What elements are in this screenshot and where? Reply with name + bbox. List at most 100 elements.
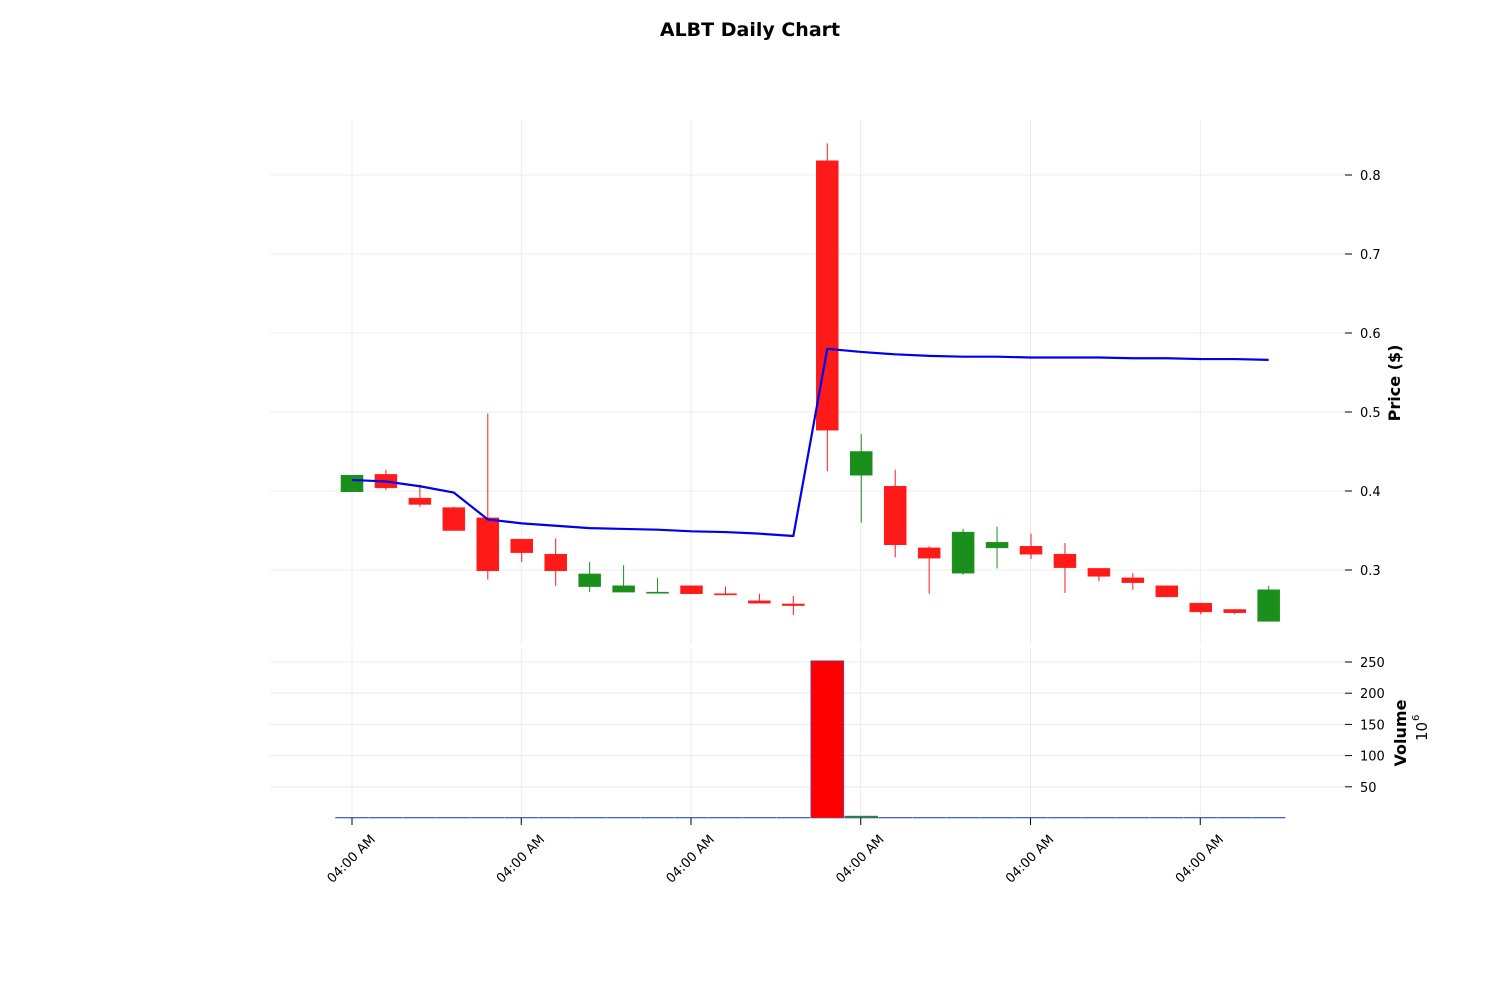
candle xyxy=(510,538,533,563)
price-tick-label: 0.8 xyxy=(1360,169,1381,184)
volume-bar xyxy=(946,817,980,819)
volume-grid xyxy=(270,661,1345,788)
volume-tick-label: 50 xyxy=(1360,781,1377,796)
candle-body xyxy=(578,573,601,587)
candle xyxy=(1155,585,1179,598)
candle xyxy=(476,413,500,580)
candle xyxy=(544,538,567,586)
candle xyxy=(612,565,635,593)
candle-body xyxy=(1189,602,1212,613)
volume-bar xyxy=(708,817,743,819)
volume-bar xyxy=(504,817,539,819)
candle xyxy=(1053,543,1077,593)
volume-bar xyxy=(1183,817,1218,819)
candle xyxy=(646,577,669,594)
candle-body xyxy=(816,160,839,431)
candle-body xyxy=(951,531,975,574)
volume-bar xyxy=(674,817,709,819)
price-tick-label: 0.4 xyxy=(1360,485,1381,500)
volume-bar xyxy=(470,817,505,819)
volume-bar xyxy=(1048,817,1082,819)
candle xyxy=(714,586,737,596)
volume-bar xyxy=(437,817,471,819)
candle-body xyxy=(1155,585,1179,598)
volume-bar xyxy=(810,660,845,819)
candle xyxy=(951,528,975,575)
volume-bar xyxy=(1082,817,1116,819)
candle-body xyxy=(1019,546,1043,555)
x-tick-label: 04:00 AM xyxy=(325,832,379,886)
candle-body xyxy=(1121,577,1145,583)
candle xyxy=(883,469,907,558)
volume-bar xyxy=(1150,817,1184,819)
volume-bar xyxy=(335,817,369,819)
volume-axis-title: Volume xyxy=(1391,699,1410,766)
volume-bar xyxy=(878,817,913,819)
volume-bar xyxy=(1116,817,1150,819)
candle xyxy=(850,434,873,523)
candle xyxy=(1087,568,1111,582)
candle-body xyxy=(782,603,805,606)
volume-bar xyxy=(1014,817,1048,819)
candle-body xyxy=(442,507,466,531)
volume-bar xyxy=(606,817,641,819)
candle-body xyxy=(883,486,907,545)
price-tick-label: 0.7 xyxy=(1360,248,1381,263)
x-tick-label: 04:00 AM xyxy=(1173,832,1227,886)
x-tick-label: 04:00 AM xyxy=(494,832,548,886)
price-y-axis: 0.3 0.4 0.5 0.6 0.7 0.8 xyxy=(1345,169,1381,579)
candle xyxy=(442,506,466,531)
candle-body xyxy=(917,547,941,559)
candle xyxy=(408,484,432,507)
volume-bar xyxy=(742,817,777,819)
candle xyxy=(1121,573,1145,590)
candle xyxy=(917,546,941,594)
candle xyxy=(1189,602,1212,615)
candle-body xyxy=(1053,553,1077,568)
volume-bar xyxy=(572,817,607,819)
x-tick-label: 04:00 AM xyxy=(833,832,887,886)
candle xyxy=(374,469,398,491)
candle-body xyxy=(1257,589,1280,622)
candle xyxy=(782,596,805,616)
candle-body xyxy=(1087,568,1111,577)
candle-body xyxy=(748,600,771,604)
candle xyxy=(1223,609,1246,615)
volume-bar xyxy=(776,817,811,819)
volume-tick-label: 250 xyxy=(1360,656,1385,671)
candle-body xyxy=(544,553,567,572)
candle-body xyxy=(476,517,500,572)
candle xyxy=(578,562,601,593)
volume-y-axis: 50 100 150 200 250 xyxy=(1345,656,1385,796)
x-tick-label: 04:00 AM xyxy=(664,832,718,886)
candle-body xyxy=(408,497,432,505)
candle xyxy=(340,474,364,493)
volume-bar xyxy=(403,817,437,819)
candle-body xyxy=(510,538,533,553)
x-tick-label: 04:00 AM xyxy=(1003,832,1057,886)
price-grid xyxy=(270,174,1345,571)
x-grid xyxy=(351,120,1201,818)
price-tick-label: 0.3 xyxy=(1360,564,1381,579)
volume-scale-base: 10 xyxy=(1413,722,1431,741)
x-axis: 04:00 AM 04:00 AM 04:00 AM 04:00 AM 04:00 AM… xyxy=(325,818,1227,886)
volume-tick-label: 150 xyxy=(1360,718,1385,733)
price-axis-title: Price ($) xyxy=(1385,345,1404,422)
candle-body xyxy=(985,542,1009,549)
candle xyxy=(1257,585,1280,622)
price-tick-label: 0.6 xyxy=(1360,327,1381,342)
volume-scale-exponent: 6 xyxy=(1411,715,1422,721)
candle-body xyxy=(612,585,635,593)
candle xyxy=(1019,533,1043,559)
candle-body xyxy=(850,451,873,476)
moving-average-line xyxy=(351,347,1269,538)
candle-body xyxy=(340,474,364,493)
volume-bar xyxy=(1251,817,1286,819)
candle xyxy=(816,143,839,472)
candle xyxy=(680,585,703,594)
volume-bar xyxy=(912,817,946,819)
candle-body xyxy=(714,593,737,596)
volume-tick-label: 100 xyxy=(1360,750,1385,765)
candle xyxy=(748,593,771,604)
